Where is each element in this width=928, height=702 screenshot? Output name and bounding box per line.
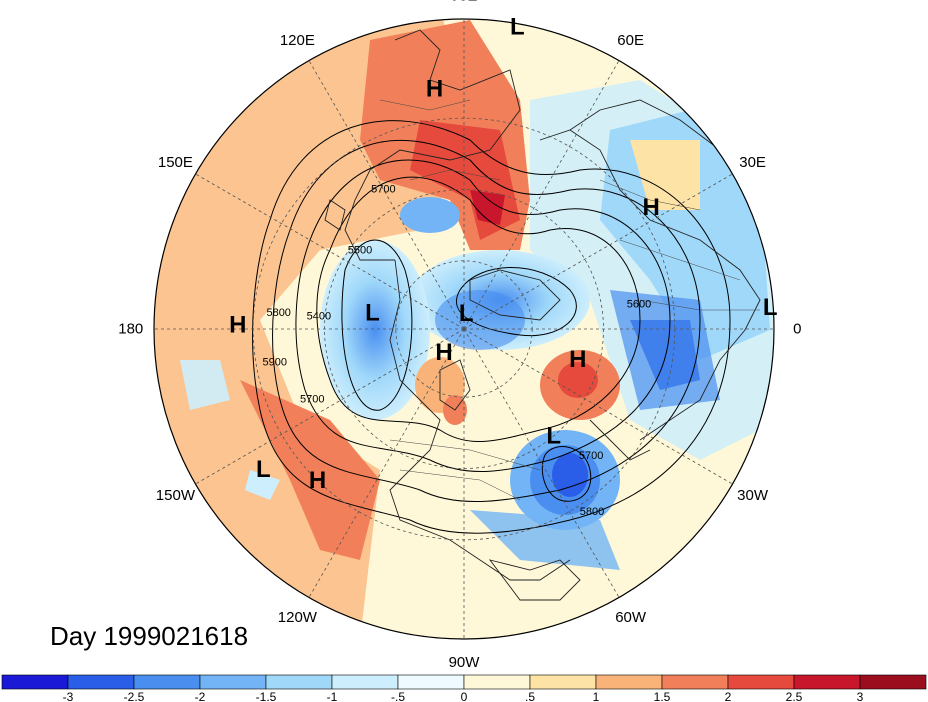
meridian-line — [195, 173, 465, 330]
colorbar-swatch — [67, 674, 135, 690]
colorbar-tick-label: 0 — [461, 690, 468, 702]
colorbar-swatch — [859, 674, 927, 690]
colorbar-swatch — [661, 674, 729, 690]
longitude-label: 150W — [156, 487, 196, 504]
contour-label: 5900 — [262, 356, 286, 368]
colorbar-swatch — [331, 674, 399, 690]
meridian-line — [308, 60, 465, 330]
colorbar-tick-label: -.5 — [391, 690, 405, 702]
colorbar-tick-label: .5 — [525, 690, 535, 702]
colorbar-tick-label: -2.5 — [124, 690, 145, 702]
meridian-line — [463, 328, 620, 598]
longitude-label: 120W — [278, 609, 318, 626]
colorbar-swatch — [397, 674, 465, 690]
longitude-label: 90E — [451, 0, 478, 4]
colorbar-tick-label: 1 — [593, 690, 600, 702]
political-borders — [379, 99, 760, 501]
meridian-line — [308, 328, 465, 598]
map-disk-outline — [153, 18, 775, 640]
colorbar-swatch — [265, 674, 333, 690]
high-pressure-label: H — [435, 339, 452, 366]
low-pressure-label: L — [510, 13, 525, 40]
contour-label: 5700 — [371, 183, 395, 195]
longitude-label: 150E — [158, 154, 193, 171]
longitude-label: 60E — [617, 32, 644, 49]
meridian-line — [463, 328, 733, 485]
meridian-line — [463, 60, 620, 330]
colorbar-swatch — [133, 674, 201, 690]
low-pressure-label: L — [365, 299, 380, 326]
meridian-line — [195, 328, 465, 485]
contour-label: 5500 — [348, 245, 372, 257]
longitude-label: 30E — [739, 154, 766, 171]
longitude-label: 60W — [615, 609, 647, 626]
colorbar-swatch — [793, 674, 861, 690]
colorbar-swatch — [727, 674, 795, 690]
colorbar-swatch — [1, 674, 69, 690]
colorbar-tick-label: 3 — [857, 690, 864, 702]
colorbar-swatch — [595, 674, 663, 690]
contour-labels: 5700 5500 5400 5800 5900 5700 5600 5700 5800 — [262, 183, 651, 518]
low-pressure-label: L — [256, 456, 271, 483]
low-pressure-label: L — [459, 300, 474, 327]
parallel-circle — [252, 117, 676, 541]
contour-label: 5800 — [580, 506, 604, 518]
contour-label: 5800 — [266, 307, 290, 319]
longitude-label: 120E — [280, 32, 315, 49]
colorbar-tick-label: 1.5 — [654, 690, 671, 702]
contour-label: 5700 — [579, 450, 603, 462]
contour-label: 5400 — [307, 310, 331, 322]
longitude-label: 180 — [118, 321, 143, 338]
colorbar-tick-label: -2 — [195, 690, 206, 702]
colorbar-tick-label: -3 — [63, 690, 74, 702]
colorbar-tick-label: -1 — [327, 690, 338, 702]
colorbar-swatch — [199, 674, 267, 690]
height-contours — [252, 120, 731, 534]
high-pressure-label: H — [643, 194, 660, 221]
high-pressure-label: H — [569, 346, 586, 373]
parallel-circle — [324, 189, 604, 469]
colorbar-swatch — [463, 674, 531, 690]
colorbar: -3 -2.5 -2 -1.5 -1 -.5 0 .5 1 1.5 2 2.5 3 — [1, 674, 927, 702]
contour-label: 5600 — [627, 298, 651, 310]
high-pressure-label: H — [309, 467, 326, 494]
colorbar-tick-label: -1.5 — [256, 690, 277, 702]
high-pressure-label: H — [426, 76, 443, 103]
graticule — [154, 19, 774, 639]
colorbar-tick-label: 2.5 — [786, 690, 803, 702]
parallel-circle — [395, 260, 533, 398]
high-pressure-label: H — [229, 312, 246, 339]
meridian-line — [463, 173, 733, 330]
figure-title: Day 1999021618 — [50, 621, 248, 651]
contour-label: 5700 — [300, 394, 324, 406]
longitude-label: 90W — [449, 654, 481, 671]
longitude-label: 30W — [737, 487, 769, 504]
colorbar-swatch — [529, 674, 597, 690]
longitude-label: 0 — [793, 321, 801, 338]
low-pressure-label: L — [763, 294, 778, 321]
longitude-labels: 90E 60E 30E 0 30W 60W 90W 120W 150W 180 150E 120E — [118, 0, 801, 671]
colorbar-tick-label: 2 — [725, 690, 732, 702]
low-pressure-label: L — [546, 422, 561, 449]
